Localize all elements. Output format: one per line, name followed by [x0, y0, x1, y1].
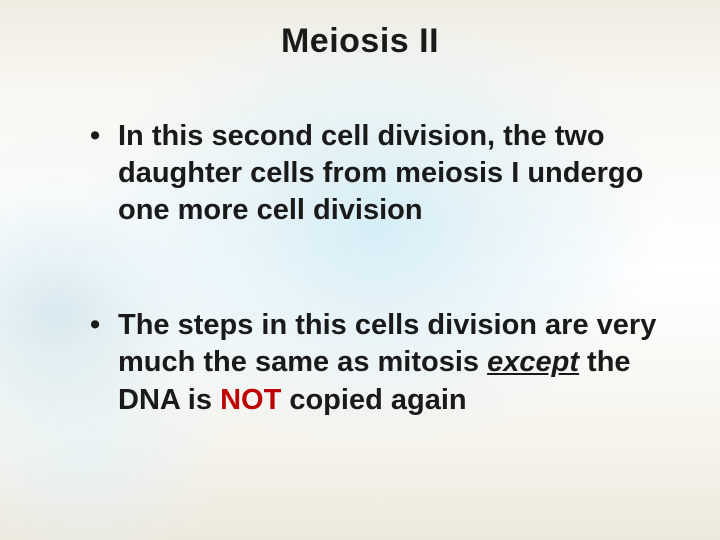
slide: Meiosis II In this second cell division,…: [0, 0, 720, 540]
bullet-item: In this second cell division, the two da…: [86, 118, 660, 229]
bullet-text: In this second cell division, the two da…: [118, 120, 643, 226]
bullet-item: The steps in this cells division are ver…: [86, 307, 660, 418]
emphasis-except: except: [487, 346, 579, 378]
slide-title: Meiosis II: [0, 22, 720, 61]
bullet-list: In this second cell division, the two da…: [86, 118, 660, 419]
bullet-text: copied again: [281, 384, 466, 416]
emphasis-not: NOT: [220, 384, 281, 416]
